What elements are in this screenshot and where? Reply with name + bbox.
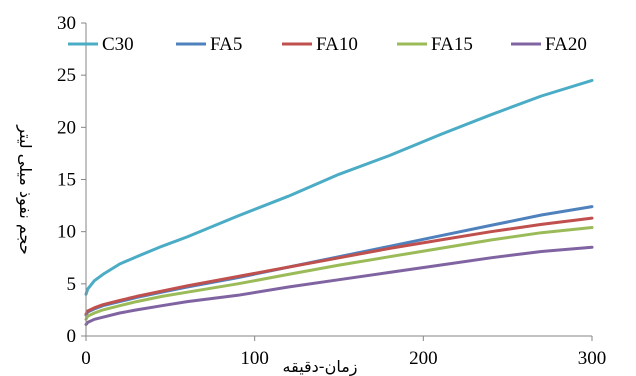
legend-label-fa20: FA20 [545, 34, 587, 55]
legend-label-fa10: FA10 [316, 34, 358, 55]
legend-label-fa5: FA5 [210, 34, 242, 55]
x-axis-label: زمان-دقیقه [283, 357, 358, 376]
y-tick-label: 5 [67, 274, 77, 295]
series-line-fa5 [84, 205, 594, 317]
legend-label-c30: C30 [102, 34, 134, 55]
y-tick-label: 30 [57, 13, 76, 34]
y-tick-label: 15 [57, 170, 76, 191]
legend: C30 FA5 FA10 FA15 FA20 [68, 34, 587, 55]
axes [81, 22, 593, 341]
x-tick-label: 100 [240, 348, 269, 369]
y-tick-label: 20 [57, 117, 76, 138]
y-tick-label: 0 [67, 326, 77, 347]
series-line-fa20 [84, 245, 594, 326]
y-tick-label: 25 [57, 65, 76, 86]
x-tick-label: 0 [81, 348, 91, 369]
y-axis-label: حجم نفوذ میلی لیتر [15, 124, 35, 254]
y-tick-label: 10 [57, 222, 76, 243]
x-tick-label: 200 [409, 348, 438, 369]
series-line-fa10 [84, 216, 594, 316]
series-line-c30 [84, 78, 594, 296]
series-line-fa15 [84, 226, 594, 321]
legend-label-fa15: FA15 [431, 34, 473, 55]
x-tick-label: 300 [578, 348, 607, 369]
plot-lines [84, 78, 594, 326]
